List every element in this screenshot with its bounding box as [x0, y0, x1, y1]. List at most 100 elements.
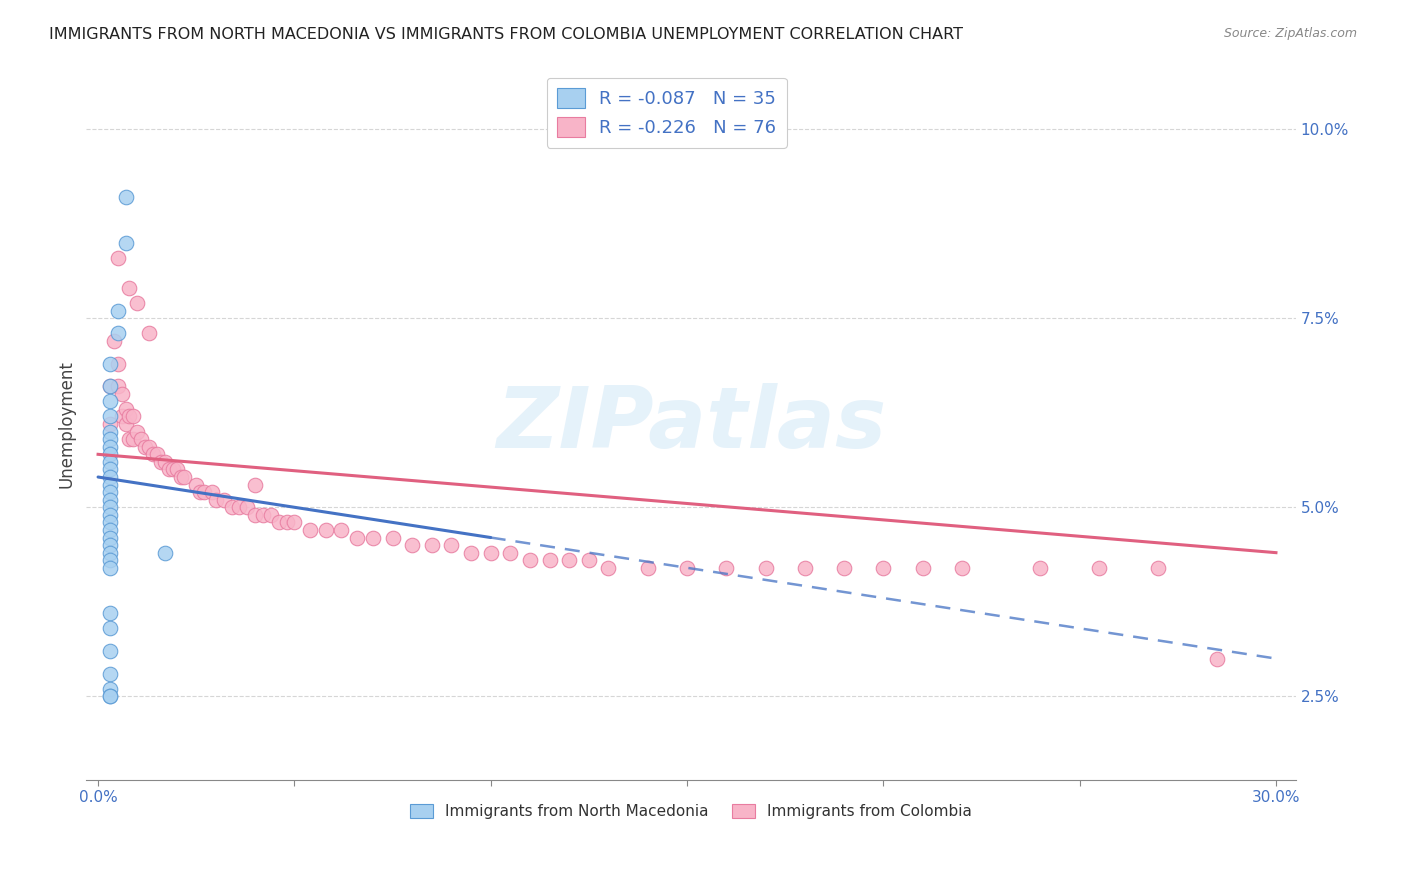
- Point: [98, 409, 121, 424]
- Point: [169, 470, 191, 484]
- Point: [98, 440, 121, 454]
- Point: [637, 561, 659, 575]
- Point: [98, 357, 121, 371]
- Point: [153, 546, 176, 560]
- Point: [205, 492, 228, 507]
- Point: [98, 516, 121, 530]
- Point: [519, 553, 541, 567]
- Point: [98, 508, 121, 522]
- Point: [98, 417, 121, 431]
- Point: [98, 379, 121, 393]
- Point: [1147, 561, 1170, 575]
- Point: [1206, 651, 1229, 665]
- Point: [188, 485, 211, 500]
- Point: [260, 508, 283, 522]
- Point: [107, 251, 129, 265]
- Point: [440, 538, 463, 552]
- Legend: Immigrants from North Macedonia, Immigrants from Colombia: Immigrants from North Macedonia, Immigra…: [404, 797, 977, 825]
- Point: [107, 357, 129, 371]
- Point: [832, 561, 855, 575]
- Point: [98, 666, 121, 681]
- Point: [149, 455, 172, 469]
- Point: [872, 561, 894, 575]
- Point: [460, 546, 482, 560]
- Point: [114, 235, 136, 250]
- Point: [193, 485, 215, 500]
- Point: [252, 508, 274, 522]
- Point: [1088, 561, 1111, 575]
- Point: [103, 334, 125, 348]
- Point: [201, 485, 224, 500]
- Point: [676, 561, 699, 575]
- Point: [111, 386, 134, 401]
- Point: [146, 447, 169, 461]
- Point: [98, 690, 121, 704]
- Point: [118, 409, 141, 424]
- Point: [346, 531, 368, 545]
- Point: [1029, 561, 1052, 575]
- Point: [911, 561, 934, 575]
- Point: [598, 561, 620, 575]
- Point: [98, 561, 121, 575]
- Text: IMMIGRANTS FROM NORTH MACEDONIA VS IMMIGRANTS FROM COLOMBIA UNEMPLOYMENT CORRELA: IMMIGRANTS FROM NORTH MACEDONIA VS IMMIG…: [49, 27, 963, 42]
- Point: [122, 409, 145, 424]
- Point: [98, 621, 121, 635]
- Point: [98, 500, 121, 515]
- Point: [134, 440, 156, 454]
- Point: [138, 440, 160, 454]
- Point: [118, 281, 141, 295]
- Point: [98, 394, 121, 409]
- Point: [558, 553, 581, 567]
- Point: [129, 432, 152, 446]
- Point: [107, 303, 129, 318]
- Point: [98, 492, 121, 507]
- Point: [107, 379, 129, 393]
- Point: [276, 516, 298, 530]
- Point: [212, 492, 235, 507]
- Point: [243, 477, 266, 491]
- Point: [138, 326, 160, 341]
- Point: [381, 531, 404, 545]
- Point: [98, 432, 121, 446]
- Point: [236, 500, 259, 515]
- Point: [98, 455, 121, 469]
- Point: [315, 523, 337, 537]
- Point: [127, 296, 149, 310]
- Point: [98, 470, 121, 484]
- Point: [283, 516, 305, 530]
- Point: [114, 417, 136, 431]
- Point: [98, 477, 121, 491]
- Point: [267, 516, 290, 530]
- Point: [950, 561, 973, 575]
- Point: [162, 462, 184, 476]
- Point: [142, 447, 165, 461]
- Point: [538, 553, 561, 567]
- Point: [98, 553, 121, 567]
- Point: [186, 477, 208, 491]
- Point: [578, 553, 600, 567]
- Point: [157, 462, 180, 476]
- Point: [221, 500, 243, 515]
- Point: [299, 523, 322, 537]
- Point: [98, 690, 121, 704]
- Point: [98, 462, 121, 476]
- Point: [127, 425, 149, 439]
- Point: [98, 379, 121, 393]
- Point: [111, 409, 134, 424]
- Point: [793, 561, 815, 575]
- Point: [118, 432, 141, 446]
- Point: [107, 326, 129, 341]
- Point: [98, 606, 121, 620]
- Point: [401, 538, 423, 552]
- Point: [499, 546, 522, 560]
- Point: [479, 546, 502, 560]
- Point: [754, 561, 776, 575]
- Point: [153, 455, 176, 469]
- Point: [98, 681, 121, 696]
- Point: [98, 447, 121, 461]
- Text: Source: ZipAtlas.com: Source: ZipAtlas.com: [1223, 27, 1357, 40]
- Point: [361, 531, 384, 545]
- Point: [114, 190, 136, 204]
- Point: [114, 401, 136, 416]
- Point: [98, 538, 121, 552]
